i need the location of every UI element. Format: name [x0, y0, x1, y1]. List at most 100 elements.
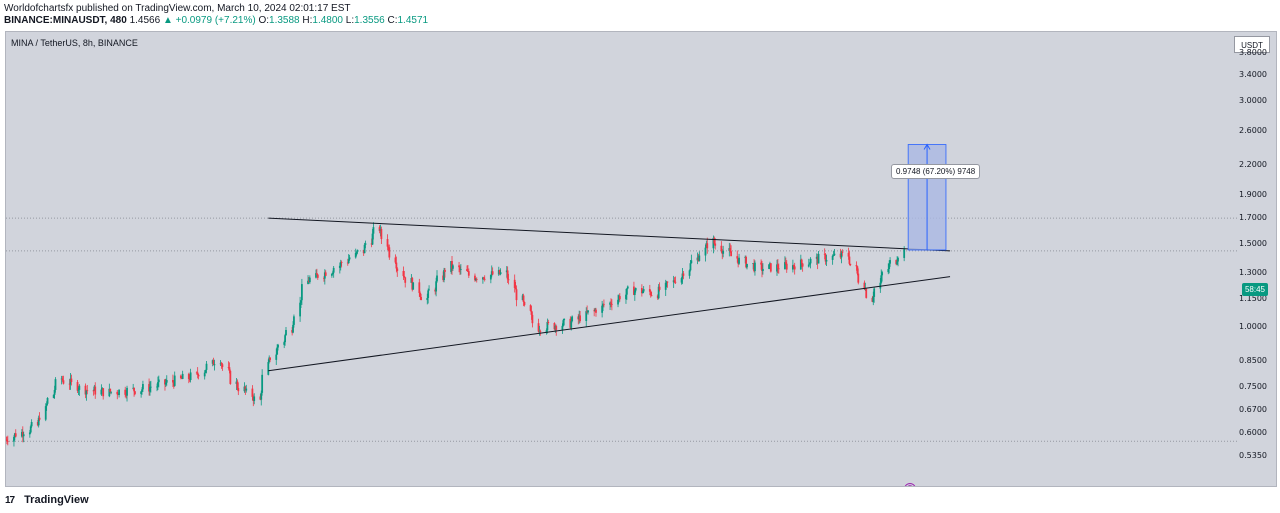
candle-body: [28, 432, 31, 435]
candle-body: [880, 275, 883, 283]
candle-body: [110, 391, 113, 393]
candle-body: [482, 277, 485, 279]
candle-body: [283, 342, 286, 345]
candle-body: [744, 256, 747, 258]
candle-body: [515, 289, 518, 301]
candle-body: [428, 289, 430, 291]
candle-body: [204, 369, 207, 373]
candle-body: [426, 297, 429, 301]
candle-body: [251, 388, 254, 397]
candle-body: [189, 372, 192, 381]
candle-body: [394, 257, 397, 263]
candle-body: [714, 243, 717, 246]
candle-body: [330, 273, 333, 276]
candle-body: [44, 406, 47, 420]
candle-body: [648, 289, 651, 292]
candle-body: [531, 314, 534, 324]
y-tick-label: 1.7000: [1239, 213, 1267, 223]
candle-body: [674, 281, 677, 283]
candle-body: [871, 297, 874, 302]
candle-body: [570, 321, 573, 328]
candle-body: [729, 248, 732, 252]
candle-body: [506, 270, 509, 280]
candle-body: [761, 264, 763, 272]
candle-body: [634, 288, 637, 291]
candle-body: [53, 389, 56, 395]
candle-body: [808, 263, 811, 265]
candle-body: [673, 280, 676, 282]
candle-body: [761, 268, 764, 272]
candle-body: [157, 379, 160, 383]
candle-body: [277, 344, 279, 348]
candle-body: [857, 273, 860, 283]
candle-body: [386, 239, 389, 247]
candle-body: [316, 274, 319, 278]
candle-body: [769, 263, 772, 272]
candle-body: [784, 262, 786, 270]
candle-body: [698, 255, 701, 261]
candle-body: [13, 437, 15, 442]
close-label: C:: [387, 15, 398, 26]
candle-body: [656, 295, 659, 299]
candle-body: [872, 296, 875, 302]
candle-body: [784, 262, 787, 264]
candle-body: [229, 370, 232, 384]
candle-body: [458, 265, 460, 268]
candle-body: [165, 379, 168, 383]
high-value: 1.4800: [312, 15, 343, 26]
candle-body: [499, 272, 502, 275]
candle-body: [777, 268, 780, 270]
candle-body: [245, 388, 248, 391]
currency-selector[interactable]: USDT: [1234, 36, 1270, 53]
symbol-ticker: BINANCE:MINAUSDT, 480: [4, 15, 127, 26]
candle-body: [753, 263, 755, 272]
candle-body: [577, 316, 580, 320]
price-chart[interactable]: [6, 32, 1277, 487]
candle-body: [642, 289, 645, 292]
candle-body: [236, 381, 239, 389]
y-tick-label: 2.6000: [1239, 125, 1267, 135]
chart-pane[interactable]: MINA / TetherUS, 8h, BINANCE USDT 3.8000…: [5, 31, 1277, 487]
candle-body: [253, 396, 256, 401]
ohlc-line: BINANCE:MINAUSDT, 480 1.4566 ▲ +0.0979 (…: [4, 15, 428, 27]
candle-body: [109, 388, 112, 393]
candle-body: [134, 391, 136, 394]
candle-body: [768, 264, 770, 269]
candle-body: [569, 318, 572, 328]
candle-body: [649, 291, 652, 296]
candle-body: [212, 360, 215, 366]
candle-body: [618, 296, 621, 300]
candle-body: [22, 434, 25, 437]
candle-body: [489, 274, 492, 280]
candle-body: [888, 263, 891, 270]
candle-body: [363, 244, 366, 254]
candle-body: [641, 291, 644, 294]
candle-body: [118, 389, 120, 396]
candle-body: [275, 354, 278, 360]
candle-body: [92, 390, 95, 392]
candle-body: [221, 364, 224, 368]
candle-body: [682, 273, 685, 276]
candle-body: [356, 249, 359, 252]
candle-body: [847, 252, 850, 257]
candle-body: [563, 318, 566, 321]
candle-body: [269, 357, 271, 360]
candle-body: [172, 379, 174, 383]
candle-body: [213, 364, 216, 366]
candle-body: [617, 299, 619, 305]
y-tick-label: 1.5000: [1239, 238, 1267, 248]
candle-body: [260, 392, 263, 400]
candle-body: [70, 378, 73, 383]
candle-body: [61, 378, 64, 381]
candle-body: [713, 237, 716, 244]
candle-body: [823, 253, 826, 255]
trend-line-lower: [268, 276, 951, 372]
candle-body: [491, 271, 494, 275]
candle-body: [418, 282, 421, 294]
candle-body: [315, 273, 318, 275]
candle-body: [689, 263, 692, 271]
candle-body: [680, 278, 683, 283]
candle-body: [196, 372, 199, 375]
candle-body: [792, 265, 795, 267]
candle-body: [331, 272, 334, 274]
